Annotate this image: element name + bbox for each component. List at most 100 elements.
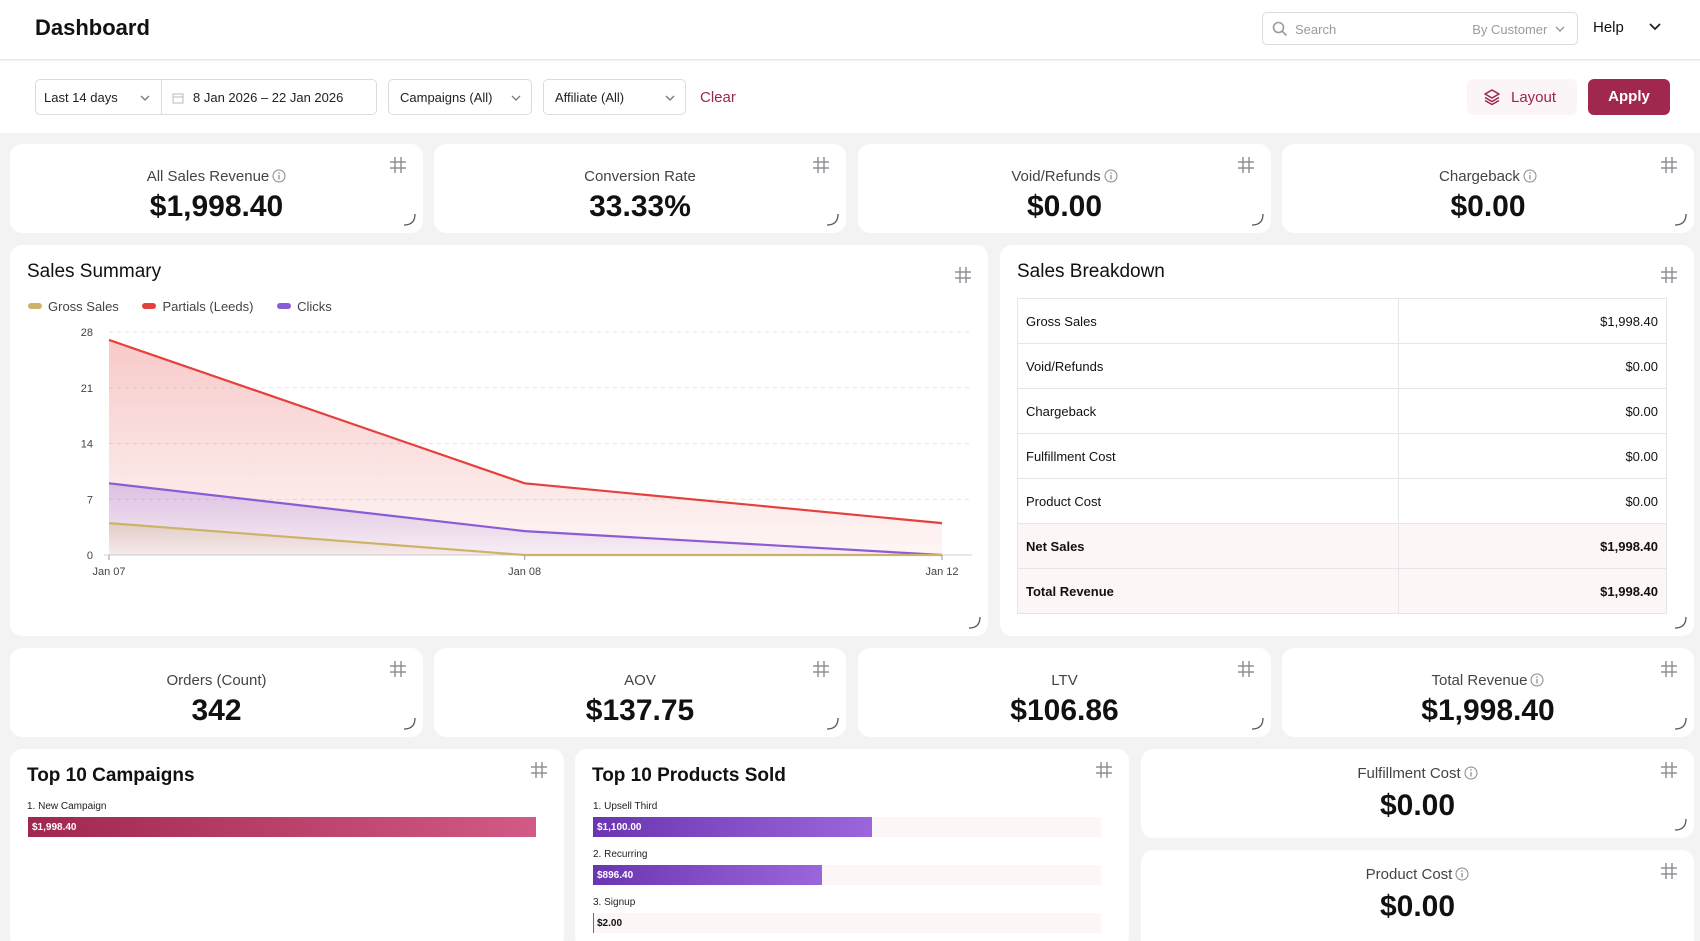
campaign-value: $1,998.40 (32, 822, 77, 833)
row-label: Product Cost (1016, 478, 1400, 524)
product-bar[interactable] (593, 865, 822, 885)
table-row: Gross Sales $1,998.40 (1016, 298, 1667, 344)
resize-handle-icon[interactable] (1672, 816, 1688, 832)
drag-grid-icon[interactable] (389, 660, 407, 678)
metric-title: Void/Refunds (858, 168, 1271, 185)
metric-title: Chargeback (1282, 168, 1694, 185)
account-menu-chevron-icon[interactable] (1648, 20, 1662, 34)
chevron-down-icon (665, 95, 675, 101)
layers-icon (1484, 89, 1500, 106)
affiliate-select[interactable]: Affiliate (All) (543, 79, 686, 115)
metric-value: $0.00 (1026, 190, 1103, 223)
product-label: 3. Signup (593, 897, 636, 908)
drag-grid-icon[interactable] (389, 156, 407, 174)
info-icon[interactable] (1464, 766, 1478, 780)
metric-card-aov: AOV $137.75 (434, 648, 846, 737)
search-scope-label: By Customer (1472, 22, 1548, 37)
legend-swatch (142, 303, 157, 309)
metric-card-conversion-rate: Conversion Rate 33.33% (434, 144, 846, 233)
row-value: $1,998.40 (1398, 298, 1667, 344)
campaigns-select[interactable]: Campaigns (All) (388, 79, 532, 115)
drag-grid-icon[interactable] (954, 266, 972, 284)
search-input[interactable]: Search By Customer (1262, 12, 1578, 45)
drag-grid-icon[interactable] (1660, 266, 1678, 284)
legend-item[interactable]: Clicks (277, 299, 332, 314)
campaign-bar-track: $1,998.40 (28, 817, 536, 837)
drag-grid-icon[interactable] (1660, 862, 1678, 880)
info-icon[interactable] (1530, 673, 1544, 687)
row-value: $0.00 (1398, 478, 1667, 524)
y-tick-label: 0 (87, 550, 93, 562)
search-placeholder: Search (1295, 22, 1337, 37)
sales-breakdown-card: Sales Breakdown Gross Sales $1,998.40 Voi… (1000, 245, 1694, 636)
drag-grid-icon[interactable] (812, 660, 830, 678)
clear-filters-button[interactable]: Clear (700, 89, 736, 106)
range-select[interactable]: Last 14 days (35, 79, 162, 115)
table-row: Product Cost $0.00 (1016, 478, 1667, 524)
drag-grid-icon[interactable] (1660, 761, 1678, 779)
y-tick-label: 28 (81, 327, 93, 339)
x-tick-label: Jan 12 (925, 566, 958, 578)
layout-button[interactable]: Layout (1467, 79, 1577, 115)
y-tick-label: 7 (87, 494, 93, 506)
resize-handle-icon[interactable] (824, 715, 840, 731)
info-icon[interactable] (1455, 867, 1469, 881)
metric-title-text: Total Revenue (1431, 672, 1528, 689)
apply-button[interactable]: Apply (1588, 79, 1670, 115)
info-icon[interactable] (1523, 169, 1537, 183)
search-icon (1272, 21, 1288, 37)
resize-handle-icon[interactable] (1672, 715, 1688, 731)
metric-card-all-sales-revenue: All Sales Revenue $1,998.40 (10, 144, 423, 233)
info-icon[interactable] (272, 169, 286, 183)
drag-grid-icon[interactable] (1095, 761, 1113, 779)
metric-value: $1,998.40 (1421, 694, 1555, 727)
row-value: $1,998.40 (1398, 523, 1667, 569)
resize-handle-icon[interactable] (824, 211, 840, 227)
product-label: 1. Upsell Third (593, 801, 658, 812)
metric-value: $0.00 (1379, 789, 1456, 822)
search-scope-select[interactable]: By Customer (1472, 22, 1565, 37)
drag-grid-icon[interactable] (1660, 660, 1678, 678)
resize-handle-icon[interactable] (1672, 211, 1688, 227)
help-link[interactable]: Help (1593, 19, 1624, 36)
resize-handle-icon[interactable] (1672, 614, 1688, 630)
table-row: Chargeback $0.00 (1016, 388, 1667, 434)
resize-handle-icon[interactable] (1249, 211, 1265, 227)
sales-summary-title: Sales Summary (27, 261, 162, 282)
y-tick-label: 14 (81, 439, 93, 451)
metric-title: Orders (Count) (10, 672, 423, 689)
product-bar[interactable] (593, 817, 873, 837)
top-campaigns-title: Top 10 Campaigns (27, 765, 195, 786)
y-tick-label: 21 (81, 383, 93, 395)
row-value: $0.00 (1398, 343, 1667, 389)
product-bar-track: $896.40 (593, 865, 1101, 885)
series-area (109, 523, 942, 555)
date-range-picker[interactable]: 8 Jan 2026 – 22 Jan 2026 (161, 79, 377, 115)
row-value: $1,998.40 (1398, 568, 1667, 614)
legend-item[interactable]: Partials (Leeds) (142, 299, 253, 314)
sales-breakdown-table: Gross Sales $1,998.40 Void/Refunds $0.00 C… (1016, 298, 1667, 614)
series-area (109, 339, 942, 555)
sales-summary-card: Sales Summary Gross Sales Partials (Leed… (10, 245, 988, 636)
top-campaigns-card: Top 10 Campaigns 1. New Campaign $1,998.… (10, 749, 564, 941)
drag-grid-icon[interactable] (1237, 156, 1255, 174)
metric-card-ltv: LTV $106.86 (858, 648, 1271, 737)
info-icon[interactable] (1104, 169, 1118, 183)
resize-handle-icon[interactable] (401, 211, 417, 227)
product-value: $2.00 (597, 918, 623, 929)
resize-handle-icon[interactable] (1249, 715, 1265, 731)
drag-grid-icon[interactable] (530, 761, 548, 779)
drag-grid-icon[interactable] (1660, 156, 1678, 174)
top-products-title: Top 10 Products Sold (592, 765, 786, 786)
product-bar[interactable] (593, 913, 594, 933)
campaign-bar[interactable] (28, 817, 536, 837)
resize-handle-icon[interactable] (966, 614, 982, 630)
resize-handle-icon[interactable] (401, 715, 417, 731)
metric-card-orders-count: Orders (Count) 342 (10, 648, 423, 737)
drag-grid-icon[interactable] (1237, 660, 1255, 678)
table-row: Total Revenue $1,998.40 (1016, 568, 1667, 614)
drag-grid-icon[interactable] (812, 156, 830, 174)
row-label: Void/Refunds (1016, 343, 1400, 389)
legend-item[interactable]: Gross Sales (28, 299, 119, 314)
product-bar-track: $1,100.00 (593, 817, 1101, 837)
